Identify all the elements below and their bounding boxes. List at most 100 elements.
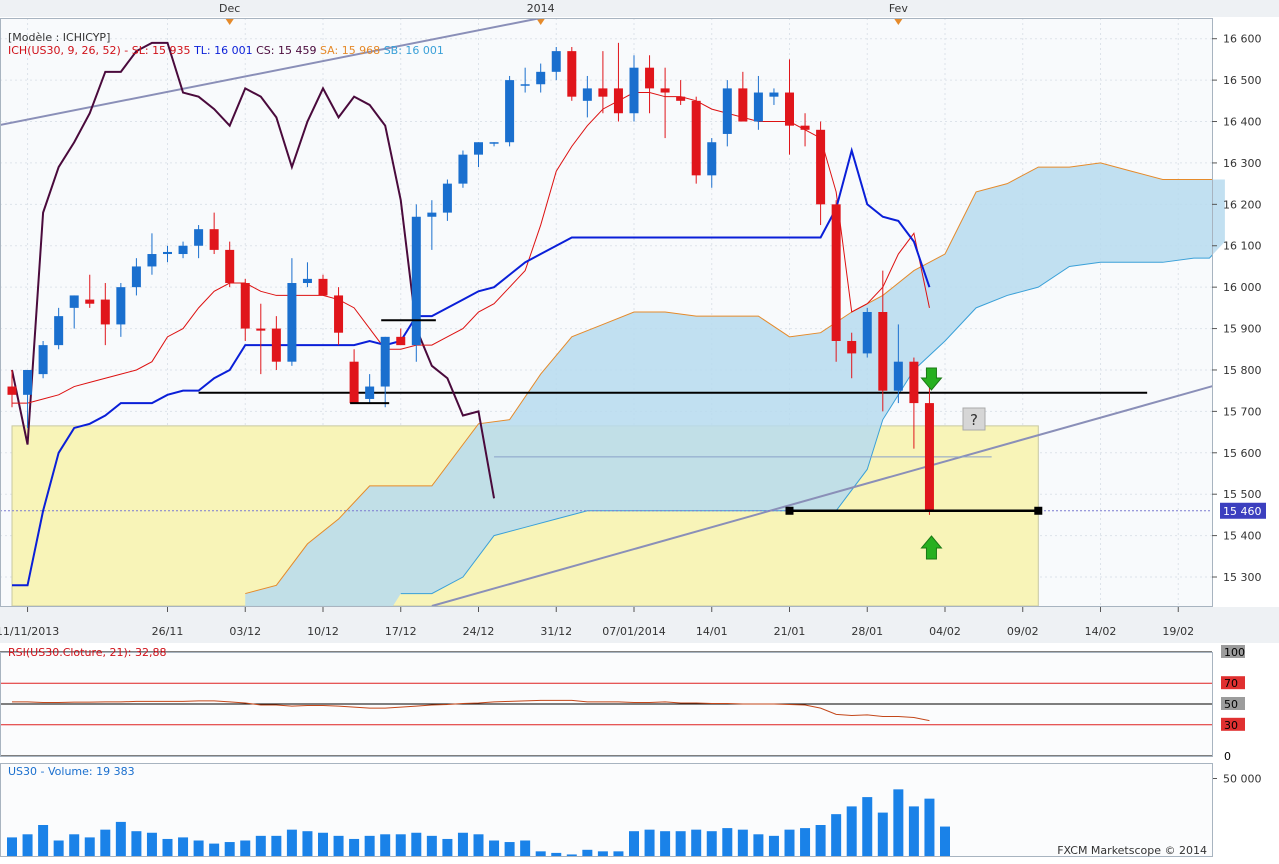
candle-body-26	[411, 216, 421, 346]
volume-bar-0	[7, 837, 17, 856]
rsi-tick-bg-0	[1221, 645, 1245, 658]
candle-body-3	[54, 316, 64, 346]
rsi-tick-bg-3	[1221, 717, 1245, 731]
candle-body-46	[722, 88, 732, 134]
date-label-1: 26/11	[152, 625, 184, 638]
candle-body-50	[785, 92, 794, 126]
volume-bar-27	[426, 835, 437, 856]
volume-bar-45	[706, 831, 717, 856]
volume-bar-10	[162, 838, 173, 856]
rsi-panel-border	[0, 652, 1213, 757]
volume-bar-33	[520, 840, 531, 856]
ytick-label-3: 15 600	[1223, 447, 1262, 460]
date-label-7: 07/01/2014	[602, 625, 665, 638]
volume-bar-46	[722, 828, 733, 856]
main-panel-border	[0, 18, 1213, 607]
rsi-tick-label-1: 70	[1224, 677, 1238, 690]
candle-body-21	[334, 295, 344, 333]
arrow-down-icon	[920, 367, 943, 391]
candle-body-35	[551, 51, 561, 72]
volume-bar-19	[302, 831, 313, 856]
candle-body-51	[800, 125, 810, 130]
volume-panel-border	[0, 763, 1213, 857]
volume-bar-32	[504, 842, 515, 856]
candle-body-40	[629, 67, 639, 114]
senkou-a-line	[245, 162, 1212, 595]
volume-legend: US30 - Volume: 19 383	[8, 765, 135, 778]
candle-body-55	[862, 312, 872, 354]
volume-bar-9	[146, 832, 157, 856]
candle-body-53	[831, 204, 841, 341]
candle-body-14	[225, 249, 235, 284]
volume-bar-44	[691, 829, 702, 856]
ichimoku-prefix: ICH(US30, 9, 26, 52) -	[8, 44, 129, 57]
ytick-label-4: 15 700	[1223, 405, 1262, 418]
ytick-label-8: 16 100	[1223, 240, 1262, 253]
candle-body-1	[23, 369, 33, 395]
volume-bar-20	[318, 832, 328, 856]
volume-bar-42	[660, 831, 671, 856]
tenkan-line	[12, 92, 930, 404]
candle-body-34	[536, 71, 546, 85]
candle-body-6	[100, 299, 110, 325]
candle-body-10	[163, 251, 172, 255]
candle-body-9	[147, 254, 157, 267]
volume-bar-15	[240, 840, 251, 856]
candle-body-0	[7, 386, 17, 395]
volume-bar-37	[582, 849, 593, 856]
rsi-tick-bg-2	[1221, 697, 1245, 710]
candle-body-39	[613, 88, 623, 114]
volume-bar-60	[940, 826, 950, 856]
price-tag-label: 15 460	[1223, 505, 1262, 518]
volume-bar-6	[100, 829, 111, 856]
volume-bar-36	[566, 854, 577, 856]
candle-body-12	[194, 229, 204, 246]
date-label-10: 28/01	[851, 625, 883, 638]
candle-body-54	[847, 340, 857, 354]
volume-bar-41	[644, 829, 655, 856]
candle-body-23	[365, 386, 375, 399]
main-plot-group: ?	[0, 18, 1212, 606]
volume-bar-39	[613, 851, 624, 856]
ytick-label-7: 16 000	[1223, 281, 1262, 294]
ichimoku-legend: ICH(US30, 9, 26, 52) - SL: 15 935 TL: 16…	[8, 44, 444, 57]
date-label-12: 09/02	[1007, 625, 1039, 638]
candle-body-37	[582, 88, 592, 101]
candle-body-59	[924, 403, 934, 511]
ytick-label-11: 16 400	[1223, 116, 1262, 129]
candle-body-43	[676, 96, 686, 101]
low-line-handle-right	[1034, 506, 1043, 515]
ytick-label-0: 15 300	[1223, 571, 1262, 584]
volume-bar-26	[411, 832, 422, 856]
legend-tl: TL: 16 001	[194, 44, 253, 57]
volume-bar-43	[675, 831, 686, 856]
volume-bar-13	[209, 843, 220, 856]
candle-body-11	[178, 245, 188, 255]
rsi-tick-bg-1	[1221, 676, 1245, 690]
candle-body-30	[474, 142, 483, 155]
volume-bar-17	[271, 835, 282, 856]
candle-body-8	[131, 266, 141, 288]
volume-bar-50	[784, 829, 795, 856]
ytick-label-6: 15 900	[1223, 323, 1262, 336]
date-label-2: 03/12	[229, 625, 261, 638]
volume-bar-47	[737, 829, 748, 856]
volume-bar-51	[800, 828, 811, 856]
candle-body-32	[505, 80, 515, 143]
ytick-label-1: 15 400	[1223, 530, 1262, 543]
volume-bar-58	[908, 806, 919, 856]
candle-body-58	[909, 361, 919, 404]
date-label-9: 21/01	[774, 625, 806, 638]
volume-bar-2	[38, 825, 49, 856]
candle-body-44	[691, 100, 701, 176]
candle-body-28	[442, 183, 452, 213]
rsi-legend: RSI(US30.Cloture, 21): 32,88	[8, 646, 167, 659]
candle-body-38	[598, 88, 608, 97]
date-label-11: 04/02	[929, 625, 961, 638]
candle-body-7	[116, 287, 126, 325]
rsi-tick-label-0: 100	[1224, 646, 1245, 659]
volume-bar-21	[333, 835, 344, 856]
volume-bar-55	[862, 797, 873, 856]
candle-body-36	[567, 51, 577, 97]
